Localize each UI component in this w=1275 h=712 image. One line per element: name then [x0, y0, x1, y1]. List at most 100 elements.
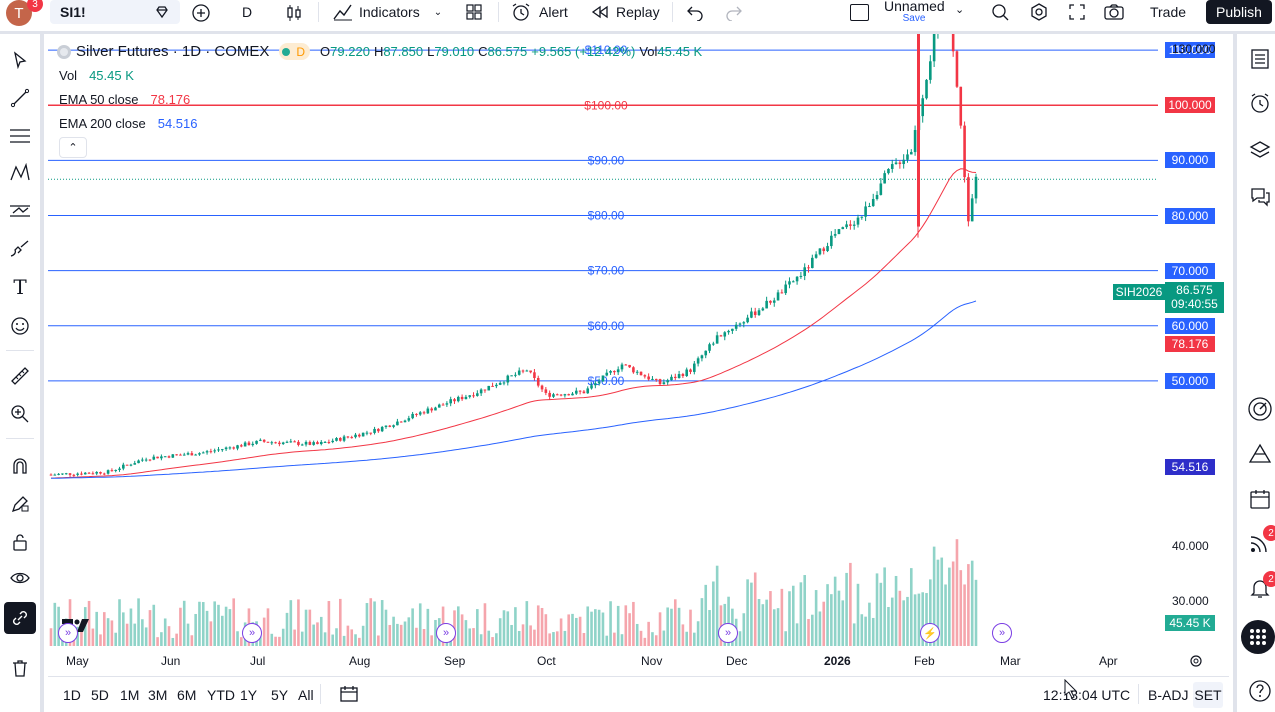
candle-body — [628, 364, 631, 368]
watchlist-button[interactable] — [1245, 44, 1275, 74]
trend-line-tool[interactable] — [6, 84, 34, 112]
drawing-mode-tool[interactable] — [6, 490, 34, 518]
search-button[interactable] — [990, 2, 1010, 25]
indicators-button[interactable]: Indicators ⌄ — [332, 0, 442, 24]
object-tree-button[interactable] — [1245, 135, 1275, 165]
volume-legend[interactable]: Vol 45.45 K — [59, 68, 134, 83]
range-button-1d[interactable]: 1D — [63, 687, 81, 703]
chart-settings-button[interactable] — [1188, 653, 1204, 672]
technicals-button[interactable] — [1245, 394, 1275, 424]
emoji-tool[interactable] — [6, 312, 34, 340]
collapse-legend-button[interactable]: ⌃ — [59, 137, 87, 158]
candle-body — [358, 434, 361, 437]
publish-button[interactable]: Publish — [1206, 0, 1272, 24]
candle-body — [361, 432, 365, 437]
candle-body — [723, 332, 727, 337]
fib-tool[interactable] — [6, 122, 34, 150]
clock-readout[interactable]: 12:13:04 UTC — [1043, 687, 1131, 703]
candle-body — [921, 98, 925, 117]
candle-body — [83, 472, 87, 475]
notifications-button[interactable] — [1245, 573, 1275, 603]
redo-button[interactable] — [725, 3, 743, 24]
economic-event-marker[interactable]: » — [436, 623, 456, 643]
alerts-button[interactable] — [1245, 88, 1275, 118]
replay-button[interactable]: Replay — [590, 0, 660, 24]
adjustment-toggle[interactable]: B-ADJ — [1148, 687, 1189, 703]
visibility-tool[interactable] — [6, 564, 34, 592]
measure-tool[interactable] — [6, 362, 34, 390]
symbol-search[interactable]: SI1! — [50, 0, 180, 24]
volume-bar — [864, 616, 867, 646]
add-symbol-button[interactable] — [191, 3, 211, 26]
range-button-5y[interactable]: 5Y — [271, 687, 289, 703]
volume-bar — [712, 581, 715, 646]
cursor-tool[interactable] — [6, 46, 34, 74]
candle-body — [837, 229, 841, 235]
range-button-3m[interactable]: 3M — [148, 687, 168, 703]
session-toggle[interactable]: SET — [1193, 682, 1223, 708]
help-button[interactable] — [1245, 676, 1275, 706]
layout-name[interactable]: Unnamed — [884, 0, 945, 14]
remove-drawings-tool[interactable] — [6, 654, 34, 682]
economic-event-marker[interactable]: » — [242, 623, 262, 643]
layouts-button[interactable] — [465, 3, 483, 24]
layout-save-label[interactable]: Save — [902, 13, 926, 24]
snapshot-button[interactable] — [1103, 2, 1125, 25]
range-button-all[interactable]: All — [298, 687, 314, 703]
economic-event-marker[interactable]: » — [992, 623, 1012, 643]
price-axis[interactable]: 120.000110.000100.00090.00080.00070.0006… — [1158, 34, 1229, 654]
volume-bar — [331, 634, 334, 646]
volume-study-value: 45.45 K — [89, 68, 134, 83]
volume-bar — [651, 632, 654, 646]
bar-countdown: 09:40:55 — [1171, 297, 1218, 311]
zoom-tool[interactable] — [6, 400, 34, 428]
pattern-tool[interactable] — [6, 159, 34, 187]
sync-drawings-tool[interactable] — [4, 602, 36, 634]
market-status-pill[interactable]: D — [279, 43, 311, 60]
volume-bar — [925, 593, 928, 646]
chats-button[interactable] — [1245, 182, 1275, 212]
volume-bar — [704, 584, 708, 646]
candle-body — [586, 388, 590, 394]
volume-bar — [959, 570, 963, 646]
economic-event-marker[interactable]: » — [58, 623, 78, 643]
ideas-button[interactable] — [1245, 439, 1275, 469]
layout-checkbox-icon[interactable] — [850, 4, 869, 21]
candle-body — [951, 34, 955, 52]
range-button-6m[interactable]: 6M — [177, 687, 197, 703]
prediction-tool[interactable] — [6, 197, 34, 225]
watchlist-icon — [1251, 49, 1269, 69]
products-button[interactable] — [1241, 620, 1275, 654]
chart-pane[interactable]: $120.00$110.00$100.00$90.00$80.00$70.00$… — [48, 34, 1229, 674]
time-axis[interactable]: May Jun Jul Aug Sep Oct Nov Dec 2026 Feb Mar Apr — [48, 648, 1158, 674]
settings-button[interactable] — [1029, 2, 1049, 25]
ema50-legend[interactable]: EMA 50 close 78.176 — [59, 92, 190, 107]
range-button-ytd[interactable]: YTD — [207, 687, 235, 703]
time-tick: Oct — [537, 654, 556, 668]
brush-tool[interactable] — [6, 235, 34, 263]
goto-date-button[interactable] — [339, 685, 359, 706]
trade-button[interactable]: Trade — [1149, 4, 1187, 20]
economic-event-marker[interactable]: » — [718, 623, 738, 643]
magnet-tool[interactable] — [6, 452, 34, 480]
chevron-down-icon[interactable]: ⌄ — [955, 4, 965, 16]
interval-button[interactable]: D — [242, 0, 252, 24]
alert-button[interactable]: Alert — [510, 0, 568, 24]
calendar-button[interactable] — [1245, 484, 1275, 514]
fullscreen-button[interactable] — [1067, 2, 1087, 25]
range-button-5d[interactable]: 5D — [91, 687, 109, 703]
price-chart-canvas[interactable]: $120.00$110.00$100.00$90.00$80.00$70.00$… — [48, 34, 1229, 674]
economic-event-marker[interactable]: ⚡ — [920, 623, 940, 643]
text-tool[interactable]: T — [6, 273, 34, 301]
range-button-1m[interactable]: 1M — [120, 687, 140, 703]
eye-icon — [10, 572, 30, 584]
volume-bar — [106, 618, 110, 646]
volume-bar — [160, 632, 163, 646]
undo-button[interactable] — [686, 3, 704, 24]
ema200-legend[interactable]: EMA 200 close 54.516 — [59, 116, 197, 131]
chart-type-button[interactable] — [285, 3, 303, 26]
streams-button[interactable] — [1245, 528, 1275, 558]
lock-tool[interactable] — [6, 528, 34, 556]
symbol-title[interactable]: Silver Futures · 1D · COMEX — [76, 43, 270, 60]
range-button-1y[interactable]: 1Y — [240, 687, 258, 703]
